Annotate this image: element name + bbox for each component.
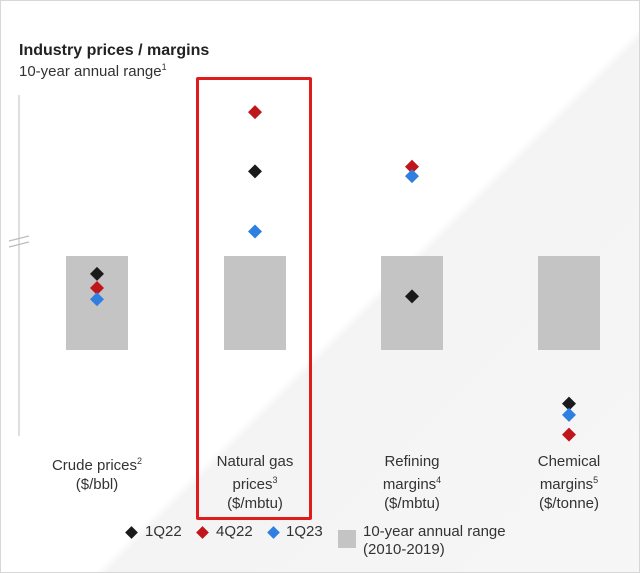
chart-subtitle: 10-year annual range1: [19, 62, 167, 80]
highlight-box: [196, 77, 312, 520]
data-point-1q23: [562, 407, 576, 422]
data-point-4q22: [562, 427, 576, 442]
range-bar: [224, 256, 286, 350]
data-point-1q22: [562, 396, 576, 411]
data-point-1q23: [405, 169, 419, 184]
footnote-marker: 2: [137, 456, 143, 466]
chart-title: Industry prices / margins: [19, 42, 210, 59]
range-bar: [538, 256, 600, 350]
axis-break-mark: [8, 235, 30, 242]
category-label-line: Chemical: [537, 453, 601, 470]
axis-break-mark: [8, 241, 30, 248]
legend-label-1q22: 1Q22: [145, 523, 182, 540]
data-point-1q23: [90, 292, 104, 307]
data-point-1q22: [405, 289, 419, 304]
legend-range-swatch: [338, 530, 356, 548]
data-point-4q22: [405, 159, 419, 174]
data-point-1q22: [90, 266, 104, 281]
legend-label-4q22: 4Q22: [216, 523, 253, 540]
category-label-line: Natural gas: [216, 453, 294, 470]
category-label-line: prices3: [232, 475, 278, 493]
category-label: Refining margins4 ($/mbtu): [342, 452, 482, 513]
category-label-line: Refining: [384, 453, 440, 470]
legend-range-label: 10-year annual range (2010-2019): [363, 523, 506, 558]
category-label-line: margins4: [382, 475, 442, 493]
category-label-line: Crude prices2: [51, 456, 143, 474]
category-label-line: ($/tonne): [538, 495, 600, 512]
category-label-line: ($/mbtu): [227, 495, 283, 512]
category-label: Crude prices2 ($/bbl): [27, 452, 167, 494]
category-label-line: ($/mbtu): [384, 495, 440, 512]
category-label: Natural gas prices3 ($/mbtu): [185, 452, 325, 513]
footnote-marker: 3: [272, 475, 278, 485]
category-label-line: ($/bbl): [75, 476, 119, 493]
data-point-4q22: [248, 105, 262, 120]
legend-label-1q23: 1Q23: [286, 523, 323, 540]
data-point-1q23: [248, 224, 262, 239]
category-label-line: margins5: [539, 475, 599, 493]
data-point-4q22: [90, 280, 104, 295]
category-label: Chemical margins5 ($/tonne): [499, 452, 639, 513]
footnote-marker: 5: [593, 475, 599, 485]
data-point-1q22: [248, 164, 262, 179]
footnote-marker: 4: [436, 475, 442, 485]
